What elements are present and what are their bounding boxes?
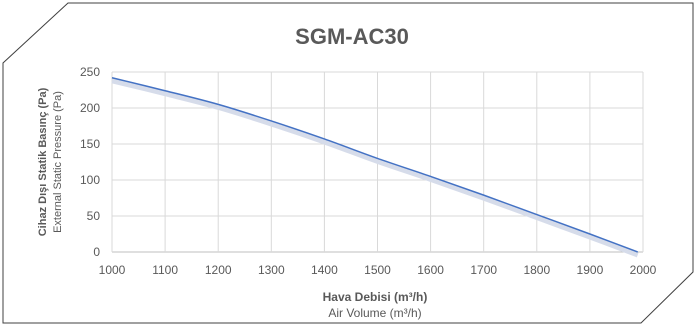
x-tick-label: 1800 (523, 263, 550, 277)
x-tick-label: 1400 (311, 263, 338, 277)
x-axis-label: Hava Debisi (m³/h) (323, 290, 428, 304)
x-tick-label: 1600 (417, 263, 444, 277)
x-axis-label-secondary: Air Volume (m³/h) (328, 306, 421, 320)
x-tick-labels: 1000 1100 1200 1300 1400 1500 1600 1700 1800 1900… (99, 263, 657, 277)
x-tick-label: 1100 (152, 263, 178, 277)
series-group (111, 77, 639, 258)
x-tick-label: 1500 (364, 263, 391, 277)
x-tick-label: 1200 (205, 263, 232, 277)
y-tick-label: 50 (87, 209, 101, 223)
y-tick-label: 150 (80, 137, 100, 151)
grid-lines (111, 71, 644, 253)
series-line-shadow (111, 78, 639, 258)
y-tick-label: 200 (80, 101, 100, 115)
series-line (111, 77, 638, 253)
x-tick-label: 1300 (258, 263, 285, 277)
x-tick-label: 1700 (470, 263, 497, 277)
x-tick-label: 1000 (99, 263, 126, 277)
y-axis-label-secondary: External Static Pressure (Pa) (52, 91, 64, 233)
x-tick-label: 2000 (630, 263, 657, 277)
y-tick-label: 100 (80, 173, 100, 187)
chart-frame (2, 2, 694, 324)
x-tick-label: 1900 (577, 263, 604, 277)
y-axis-label: Cihaz Dışı Statik Basınç (Pa) (37, 87, 49, 236)
chart-title: SGM-AC30 (295, 24, 409, 49)
y-tick-label: 0 (93, 245, 100, 259)
y-tick-label: 250 (80, 65, 100, 79)
y-tick-labels: 0 50 100 150 200 250 (80, 65, 100, 259)
